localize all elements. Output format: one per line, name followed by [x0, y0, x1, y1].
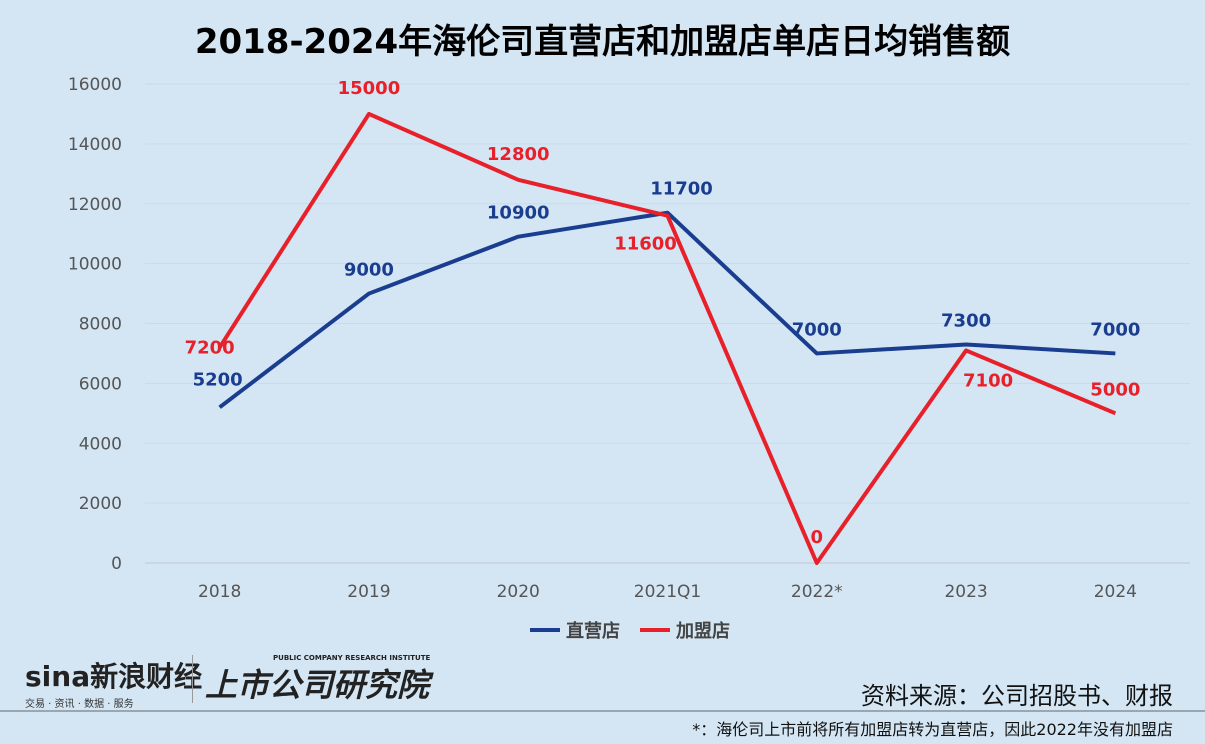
- data-label: 0: [811, 527, 824, 548]
- y-tick-label: 16000: [68, 75, 122, 95]
- data-label: 5200: [193, 369, 243, 390]
- data-label: 7300: [941, 310, 991, 331]
- y-tick-label: 6000: [79, 374, 122, 394]
- x-tick-label: 2024: [1094, 582, 1137, 602]
- x-tick-label: 2018: [198, 582, 241, 602]
- y-tick-label: 10000: [68, 255, 122, 275]
- y-tick-label: 4000: [79, 434, 122, 454]
- footnote: *：海伦司上市前将所有加盟店转为直营店，因此2022年没有加盟店: [692, 720, 1173, 739]
- y-tick-label: 8000: [79, 315, 122, 335]
- x-tick-label: 2022*: [791, 582, 843, 602]
- logo-divider: [192, 655, 193, 703]
- legend-label: 加盟店: [675, 620, 730, 642]
- x-tick-label: 2023: [944, 582, 987, 602]
- data-label: 7100: [963, 370, 1013, 391]
- data-label: 5000: [1090, 379, 1140, 400]
- series-line-加盟店: [217, 111, 1117, 565]
- line-chart: 0 2000 4000 6000 8000 10000 12000 14000 16000 201…: [68, 75, 1190, 642]
- x-tick-label: 2019: [347, 582, 390, 602]
- y-tick-label: 14000: [68, 135, 122, 155]
- data-label: 10900: [487, 203, 550, 224]
- y-tick-label: 0: [111, 554, 122, 574]
- legend-label: 直营店: [566, 620, 620, 642]
- source-note: 资料来源：公司招股书、财报: [861, 682, 1173, 710]
- x-tick-label: 2020: [497, 582, 540, 602]
- data-label: 7200: [185, 337, 235, 358]
- footer-divider: [0, 710, 1205, 712]
- series-line-直营店: [218, 210, 1116, 409]
- data-label: 15000: [338, 78, 401, 99]
- x-tick-label: 2021Q1: [634, 582, 701, 602]
- data-label: 7000: [792, 319, 842, 340]
- sina-finance-logo: sina新浪财经 交易 · 资讯 · 数据 · 服务: [25, 660, 203, 710]
- data-label: 11700: [650, 179, 713, 200]
- research-institute-logo: 上市公司研究院 PUBLIC COMPANY RESEARCH INSTITUTE: [205, 654, 431, 704]
- data-label: 11600: [614, 234, 677, 255]
- y-tick-label: 12000: [68, 195, 122, 215]
- y-tick-label: 2000: [79, 494, 122, 514]
- data-label: 7000: [1090, 319, 1140, 340]
- data-label: 9000: [344, 260, 394, 281]
- chart-title: 2018-2024年海伦司直营店和加盟店单店日均销售额: [194, 22, 1011, 62]
- data-label: 12800: [487, 144, 550, 165]
